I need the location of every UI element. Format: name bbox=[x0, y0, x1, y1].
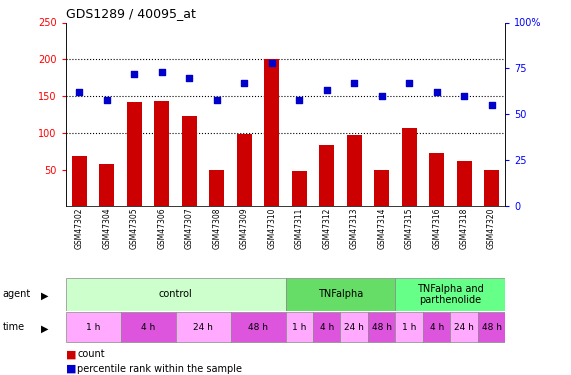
Text: 1 h: 1 h bbox=[402, 322, 416, 332]
FancyBboxPatch shape bbox=[451, 312, 478, 342]
Text: count: count bbox=[77, 349, 104, 359]
FancyBboxPatch shape bbox=[286, 278, 395, 310]
Text: TNFalpha: TNFalpha bbox=[318, 290, 363, 299]
Point bbox=[185, 75, 194, 81]
Point bbox=[377, 93, 386, 99]
Bar bbox=[292, 171, 307, 206]
Point bbox=[212, 97, 222, 103]
Text: GDS1289 / 40095_at: GDS1289 / 40095_at bbox=[66, 7, 195, 20]
FancyBboxPatch shape bbox=[231, 312, 286, 342]
FancyBboxPatch shape bbox=[176, 312, 231, 342]
Bar bbox=[182, 116, 197, 206]
Text: 1 h: 1 h bbox=[86, 322, 100, 332]
Point bbox=[405, 80, 414, 86]
Bar bbox=[264, 59, 279, 206]
Text: 4 h: 4 h bbox=[320, 322, 334, 332]
Bar bbox=[457, 160, 472, 206]
Point bbox=[130, 71, 139, 77]
Bar bbox=[237, 134, 252, 206]
Text: 4 h: 4 h bbox=[141, 322, 155, 332]
Point bbox=[432, 89, 441, 95]
FancyBboxPatch shape bbox=[340, 312, 368, 342]
FancyBboxPatch shape bbox=[66, 278, 286, 310]
Point bbox=[267, 60, 276, 66]
Text: 24 h: 24 h bbox=[454, 322, 474, 332]
Text: 24 h: 24 h bbox=[193, 322, 213, 332]
FancyBboxPatch shape bbox=[395, 278, 505, 310]
Point bbox=[157, 69, 166, 75]
FancyBboxPatch shape bbox=[478, 312, 505, 342]
Text: 4 h: 4 h bbox=[429, 322, 444, 332]
Bar bbox=[429, 153, 444, 206]
Point bbox=[322, 87, 331, 93]
Text: 48 h: 48 h bbox=[248, 322, 268, 332]
FancyBboxPatch shape bbox=[395, 312, 423, 342]
Text: ■: ■ bbox=[66, 349, 76, 359]
FancyBboxPatch shape bbox=[313, 312, 340, 342]
Text: percentile rank within the sample: percentile rank within the sample bbox=[77, 364, 242, 374]
Point bbox=[295, 97, 304, 103]
Bar bbox=[319, 145, 334, 206]
Text: TNFalpha and
parthenolide: TNFalpha and parthenolide bbox=[417, 284, 484, 305]
Text: control: control bbox=[159, 290, 192, 299]
Point bbox=[487, 102, 496, 108]
Bar bbox=[72, 156, 87, 206]
Bar bbox=[99, 164, 114, 206]
FancyBboxPatch shape bbox=[66, 312, 120, 342]
Bar bbox=[401, 128, 417, 206]
Bar bbox=[374, 170, 389, 206]
Point bbox=[240, 80, 249, 86]
Text: 48 h: 48 h bbox=[481, 322, 501, 332]
Text: time: time bbox=[3, 322, 25, 332]
Text: 1 h: 1 h bbox=[292, 322, 307, 332]
Bar bbox=[154, 101, 170, 206]
Text: agent: agent bbox=[3, 290, 31, 299]
Text: 48 h: 48 h bbox=[372, 322, 392, 332]
Bar bbox=[209, 170, 224, 206]
Point bbox=[75, 89, 84, 95]
Bar bbox=[484, 170, 499, 206]
Bar bbox=[127, 102, 142, 206]
Bar bbox=[347, 135, 362, 206]
FancyBboxPatch shape bbox=[368, 312, 395, 342]
Point bbox=[460, 93, 469, 99]
FancyBboxPatch shape bbox=[120, 312, 176, 342]
FancyBboxPatch shape bbox=[423, 312, 451, 342]
Point bbox=[102, 97, 111, 103]
Text: ■: ■ bbox=[66, 364, 76, 374]
FancyBboxPatch shape bbox=[286, 312, 313, 342]
Point bbox=[349, 80, 359, 86]
Text: 24 h: 24 h bbox=[344, 322, 364, 332]
Text: ▶: ▶ bbox=[41, 324, 49, 334]
Text: ▶: ▶ bbox=[41, 291, 49, 301]
